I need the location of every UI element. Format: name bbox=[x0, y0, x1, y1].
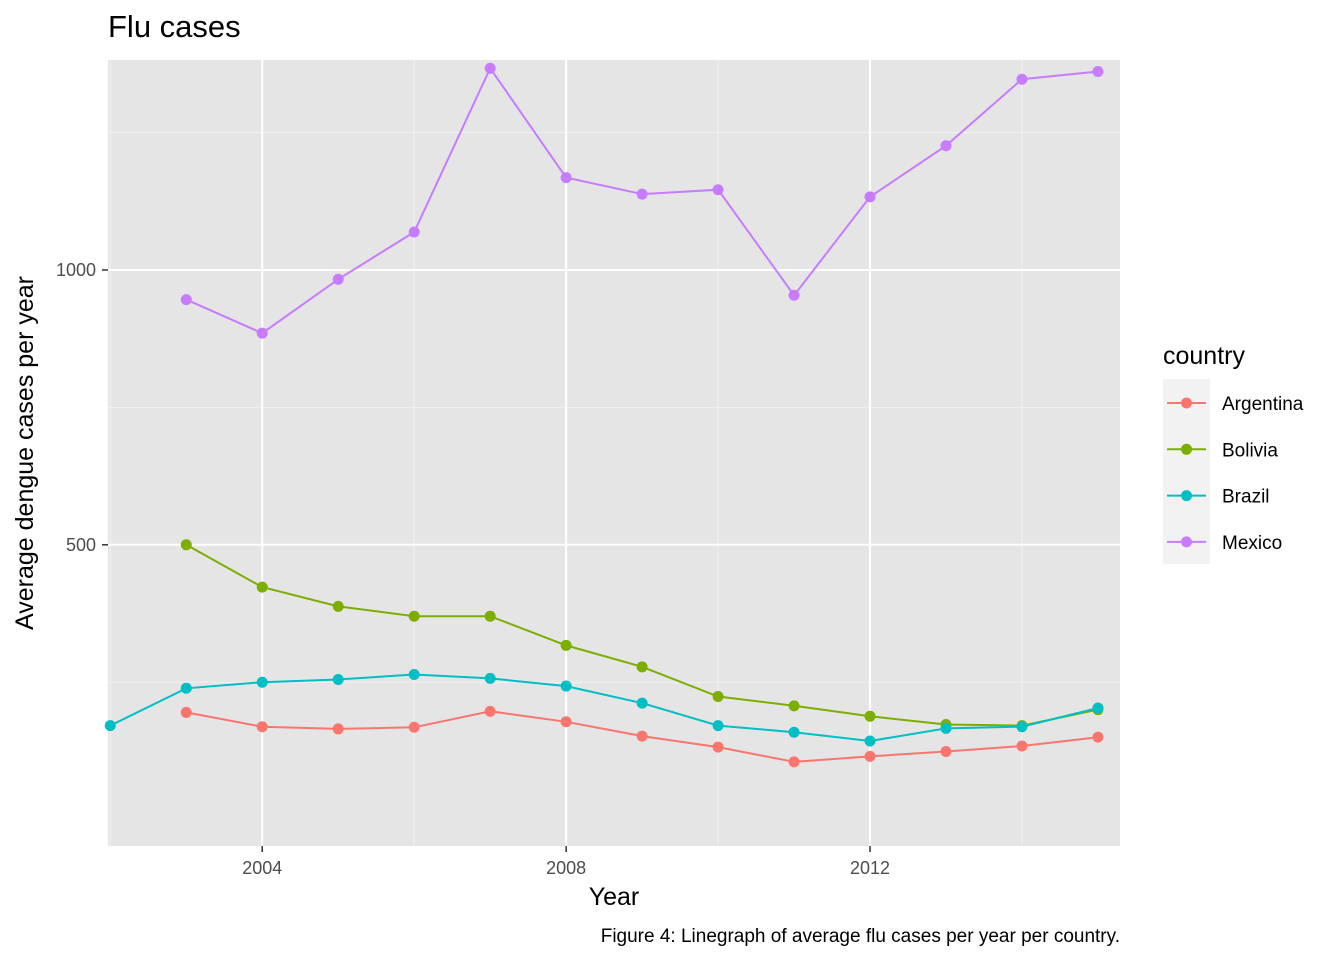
axis-ticks: 2004 2008 2012 500 1000 bbox=[56, 260, 890, 878]
data-point-brazil bbox=[332, 673, 344, 685]
legend-point bbox=[1181, 536, 1192, 548]
legend-key-background bbox=[1163, 379, 1210, 564]
legend-items: Argentina Bolivia Brazil Mexico bbox=[1167, 394, 1304, 554]
data-point-mexico bbox=[484, 62, 496, 74]
data-point-brazil bbox=[256, 676, 268, 688]
data-point-mexico bbox=[1016, 73, 1028, 85]
data-point-brazil bbox=[864, 735, 876, 747]
x-axis-title: Year bbox=[589, 883, 640, 911]
data-point-argentina bbox=[408, 721, 420, 733]
legend-label: Mexico bbox=[1222, 533, 1282, 554]
data-point-argentina bbox=[256, 721, 268, 733]
data-point-argentina bbox=[180, 706, 192, 718]
figure-caption: Figure 4: Linegraph of average flu cases… bbox=[601, 926, 1120, 947]
data-point-mexico bbox=[180, 294, 192, 306]
data-point-bolivia bbox=[180, 539, 192, 551]
data-point-brazil bbox=[1092, 702, 1104, 714]
data-point-mexico bbox=[256, 327, 268, 339]
series-layer bbox=[104, 62, 1104, 768]
data-point-argentina bbox=[864, 750, 876, 762]
data-point-argentina bbox=[332, 723, 344, 735]
data-point-brazil bbox=[560, 680, 572, 692]
data-point-mexico bbox=[408, 226, 420, 238]
data-point-bolivia bbox=[256, 581, 268, 593]
plot-panel bbox=[108, 60, 1120, 846]
y-tick-label: 1000 bbox=[56, 260, 96, 280]
data-point-brazil bbox=[1016, 721, 1028, 733]
data-point-mexico bbox=[712, 184, 724, 196]
x-tick-label: 2008 bbox=[546, 858, 586, 878]
data-point-argentina bbox=[484, 705, 496, 717]
data-point-argentina bbox=[1092, 731, 1104, 743]
legend-item-brazil: Brazil bbox=[1167, 487, 1270, 508]
series-line-brazil bbox=[109, 673, 1099, 743]
data-point-mexico bbox=[636, 188, 648, 200]
data-point-bolivia bbox=[788, 700, 800, 712]
legend-item-mexico: Mexico bbox=[1167, 533, 1282, 554]
data-point-bolivia bbox=[484, 610, 496, 622]
series-brazil bbox=[104, 669, 1104, 747]
data-point-mexico bbox=[864, 191, 876, 203]
data-point-argentina bbox=[712, 741, 724, 753]
data-point-bolivia bbox=[712, 690, 724, 702]
data-point-mexico bbox=[1092, 66, 1104, 78]
data-point-bolivia bbox=[864, 710, 876, 722]
data-point-argentina bbox=[788, 756, 800, 768]
x-tick-label: 2012 bbox=[850, 858, 890, 878]
legend-label: Argentina bbox=[1222, 394, 1304, 415]
data-point-brazil bbox=[104, 720, 116, 732]
data-point-mexico bbox=[560, 172, 572, 184]
y-axis-title: Average dengue cases per year bbox=[11, 276, 39, 630]
data-point-brazil bbox=[408, 669, 420, 681]
data-point-argentina bbox=[636, 730, 648, 742]
data-point-brazil bbox=[180, 682, 192, 694]
data-point-brazil bbox=[484, 672, 496, 684]
data-point-mexico bbox=[940, 140, 952, 152]
legend: country Argentina Bolivia Brazil Mexico bbox=[1163, 342, 1304, 564]
data-point-brazil bbox=[636, 697, 648, 709]
data-point-brazil bbox=[712, 720, 724, 732]
legend-item-argentina: Argentina bbox=[1167, 394, 1304, 415]
y-tick-label: 500 bbox=[66, 535, 96, 555]
x-tick-label: 2004 bbox=[242, 858, 282, 878]
data-point-argentina bbox=[1016, 740, 1028, 752]
data-point-brazil bbox=[788, 726, 800, 738]
data-point-argentina bbox=[940, 745, 952, 757]
data-point-brazil bbox=[940, 722, 952, 734]
legend-point bbox=[1181, 490, 1192, 502]
data-point-argentina bbox=[560, 716, 572, 728]
data-point-mexico bbox=[788, 289, 800, 301]
data-point-bolivia bbox=[636, 661, 648, 673]
legend-point bbox=[1181, 397, 1192, 409]
data-point-bolivia bbox=[332, 600, 344, 612]
legend-title: country bbox=[1163, 342, 1245, 370]
data-point-bolivia bbox=[408, 610, 420, 622]
legend-label: Bolivia bbox=[1222, 440, 1278, 461]
series-argentina bbox=[180, 705, 1104, 768]
chart-title: Flu cases bbox=[108, 9, 241, 44]
data-point-bolivia bbox=[560, 639, 572, 651]
data-point-mexico bbox=[332, 273, 344, 285]
series-mexico bbox=[180, 62, 1104, 339]
legend-item-bolivia: Bolivia bbox=[1167, 440, 1278, 461]
legend-label: Brazil bbox=[1222, 487, 1270, 508]
legend-point bbox=[1181, 443, 1192, 455]
